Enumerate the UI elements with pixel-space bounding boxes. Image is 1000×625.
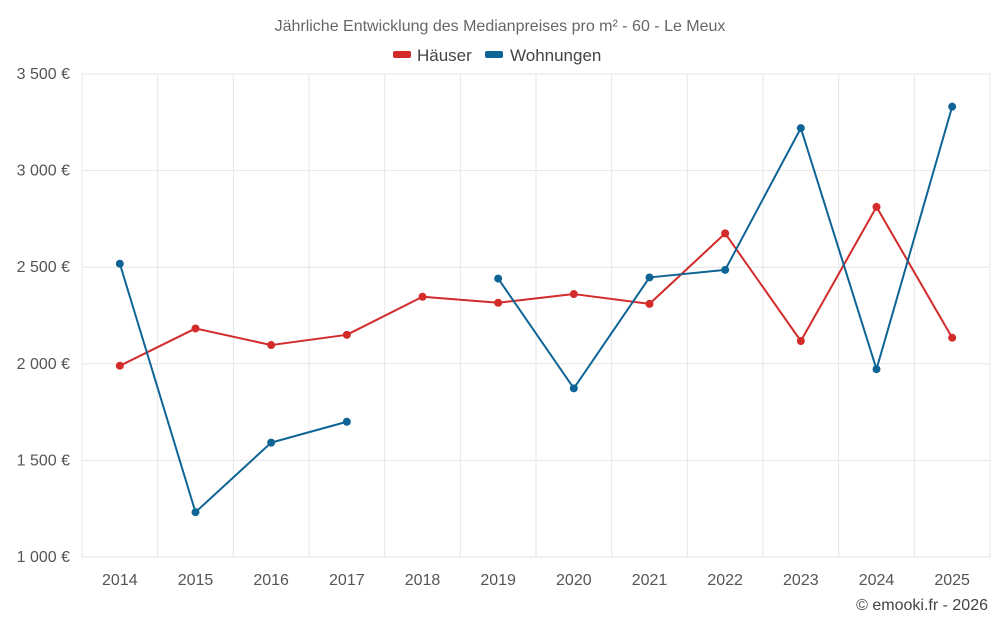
data-point[interactable] bbox=[191, 508, 200, 517]
grid bbox=[81, 73, 991, 558]
y-tick-label: 2 000 € bbox=[17, 356, 70, 373]
data-point[interactable] bbox=[796, 337, 805, 346]
data-point[interactable] bbox=[721, 265, 730, 274]
x-tick-label: 2021 bbox=[632, 572, 668, 589]
series-group bbox=[115, 102, 957, 517]
data-point[interactable] bbox=[569, 290, 578, 299]
data-point[interactable] bbox=[872, 365, 881, 374]
data-point[interactable] bbox=[645, 273, 654, 282]
series-line bbox=[118, 263, 348, 514]
legend-item-wohnungen[interactable]: Wohnungen bbox=[485, 46, 601, 65]
legend-item-haeuser[interactable]: Häuser bbox=[393, 46, 472, 65]
x-tick-label: 2024 bbox=[859, 572, 895, 589]
legend-swatch-wohnungen bbox=[485, 51, 503, 58]
x-tick-label: 2023 bbox=[783, 572, 819, 589]
series-0 bbox=[115, 202, 957, 370]
data-point[interactable] bbox=[645, 299, 654, 308]
data-point[interactable] bbox=[418, 292, 427, 301]
data-point[interactable] bbox=[948, 333, 957, 342]
y-tick-label: 1 000 € bbox=[17, 549, 70, 566]
data-point[interactable] bbox=[115, 361, 124, 370]
x-tick-label: 2014 bbox=[102, 572, 138, 589]
x-tick-label: 2025 bbox=[934, 572, 970, 589]
y-tick-label: 2 500 € bbox=[17, 259, 70, 276]
data-point[interactable] bbox=[115, 259, 124, 268]
series-line bbox=[497, 106, 954, 390]
data-point[interactable] bbox=[948, 102, 957, 111]
x-tick-label: 2022 bbox=[707, 572, 743, 589]
y-tick-label: 1 500 € bbox=[17, 452, 70, 469]
legend-label-wohnungen: Wohnungen bbox=[510, 46, 601, 65]
x-tick-label: 2020 bbox=[556, 572, 592, 589]
data-point[interactable] bbox=[494, 274, 503, 283]
y-tick-label: 3 500 € bbox=[17, 66, 70, 83]
data-point[interactable] bbox=[342, 417, 351, 426]
y-tick-label: 3 000 € bbox=[17, 163, 70, 180]
data-point[interactable] bbox=[569, 384, 578, 393]
chart-title: Jährliche Entwicklung des Medianpreises … bbox=[275, 18, 726, 35]
x-tick-label: 2019 bbox=[480, 572, 516, 589]
data-point[interactable] bbox=[494, 298, 503, 307]
x-tick-label: 2016 bbox=[253, 572, 289, 589]
y-axis: 1 000 € 1 500 € 2 000 € 2 500 € 3 000 € 3 500… bbox=[17, 66, 70, 566]
legend-swatch-haeuser bbox=[393, 51, 411, 58]
series-line bbox=[119, 205, 954, 367]
x-tick-label: 2015 bbox=[178, 572, 214, 589]
data-point[interactable] bbox=[721, 229, 730, 238]
data-point[interactable] bbox=[267, 341, 276, 350]
x-tick-label: 2018 bbox=[405, 572, 441, 589]
data-point[interactable] bbox=[796, 124, 805, 133]
data-point[interactable] bbox=[267, 438, 276, 447]
data-point[interactable] bbox=[872, 202, 881, 211]
data-point[interactable] bbox=[191, 324, 200, 333]
x-tick-label: 2017 bbox=[329, 572, 365, 589]
legend-label-haeuser: Häuser bbox=[417, 46, 472, 65]
legend: Häuser Wohnungen bbox=[393, 46, 601, 65]
data-point[interactable] bbox=[342, 330, 351, 339]
x-axis: 2014 2015 2016 2017 2018 2019 2020 2021 2022 2023… bbox=[102, 572, 970, 589]
credit-text: © emooki.fr - 2026 bbox=[856, 597, 988, 614]
series-1 bbox=[115, 102, 957, 517]
